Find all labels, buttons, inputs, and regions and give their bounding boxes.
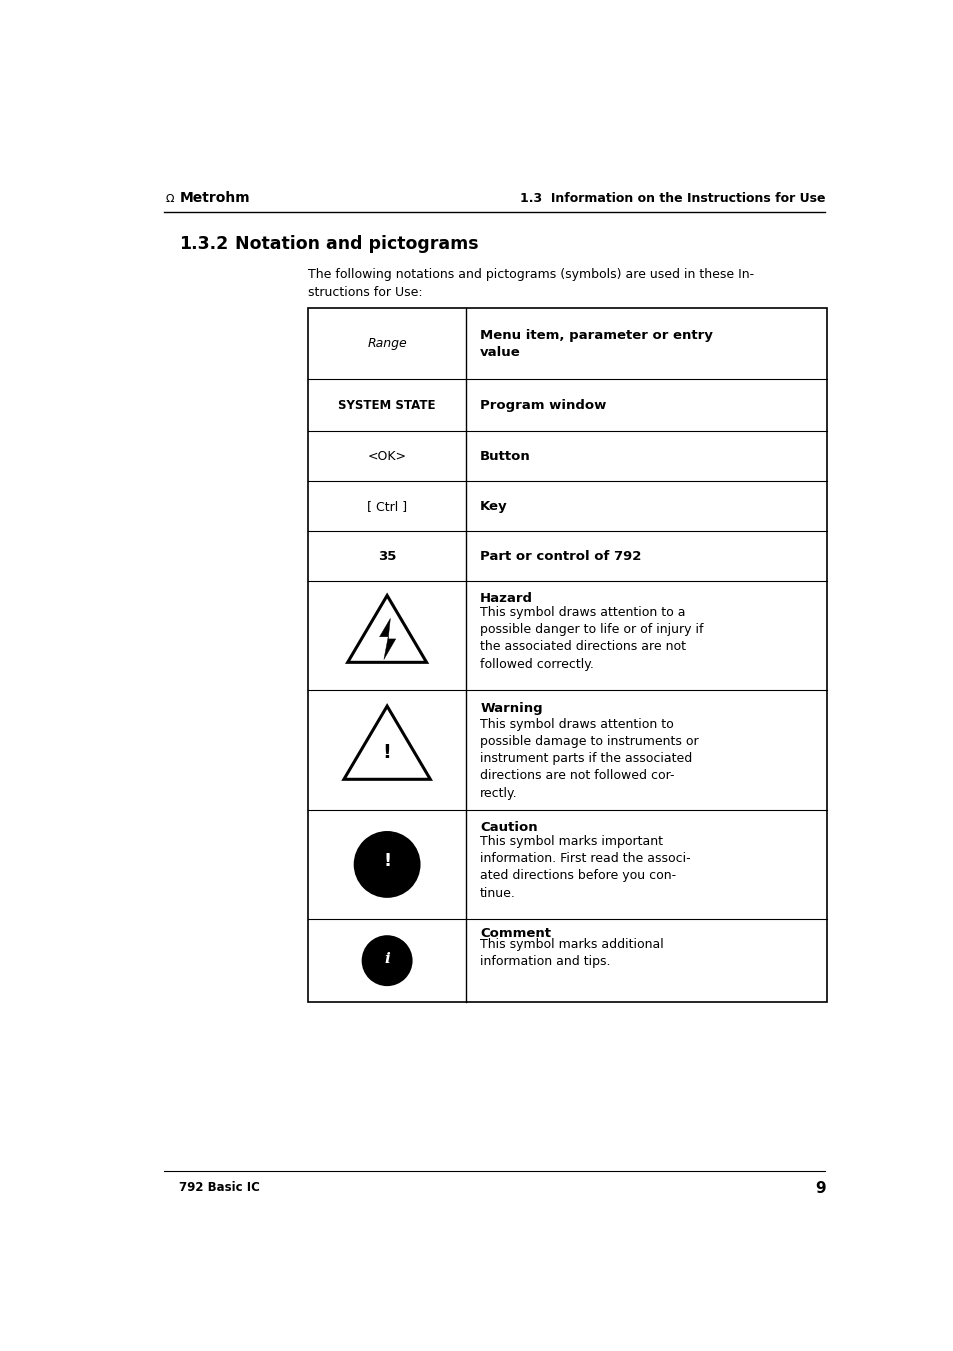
Text: This symbol draws attention to
possible damage to instruments or
instrument part: This symbol draws attention to possible … xyxy=(479,717,698,800)
Text: Hazard: Hazard xyxy=(479,592,533,605)
Circle shape xyxy=(361,935,412,986)
Text: Range: Range xyxy=(367,338,407,350)
Text: Menu item, parameter or entry
value: Menu item, parameter or entry value xyxy=(479,328,712,359)
Text: 1.3  Information on the Instructions for Use: 1.3 Information on the Instructions for … xyxy=(519,192,824,205)
Text: <OK>: <OK> xyxy=(367,450,406,462)
Text: Metrohm: Metrohm xyxy=(179,190,250,205)
Circle shape xyxy=(354,831,420,898)
Polygon shape xyxy=(379,619,395,659)
Text: Ω: Ω xyxy=(166,195,173,204)
Text: Comment: Comment xyxy=(479,927,551,940)
Text: This symbol marks important
information. First read the associ-
ated directions : This symbol marks important information.… xyxy=(479,835,690,900)
Text: !: ! xyxy=(383,852,391,870)
Text: Warning: Warning xyxy=(479,703,542,715)
Text: This symbol marks additional
information and tips.: This symbol marks additional information… xyxy=(479,938,663,969)
Text: 1.3.2: 1.3.2 xyxy=(179,235,229,253)
Text: Button: Button xyxy=(479,450,530,462)
Text: Part or control of 792: Part or control of 792 xyxy=(479,550,640,562)
Text: Key: Key xyxy=(479,500,507,512)
Text: !: ! xyxy=(382,743,391,762)
Text: Program window: Program window xyxy=(479,399,606,412)
Bar xyxy=(308,308,826,1002)
Text: 792 Basic IC: 792 Basic IC xyxy=(179,1181,260,1194)
Text: i: i xyxy=(384,952,390,966)
Text: The following notations and pictograms (symbols) are used in these In-
struction: The following notations and pictograms (… xyxy=(308,269,753,300)
Text: SYSTEM STATE: SYSTEM STATE xyxy=(338,399,436,412)
Text: Caution: Caution xyxy=(479,821,537,834)
Text: [ Ctrl ]: [ Ctrl ] xyxy=(367,500,407,512)
Text: Notation and pictograms: Notation and pictograms xyxy=(234,235,478,253)
Text: 9: 9 xyxy=(814,1181,824,1196)
Text: 35: 35 xyxy=(377,550,395,562)
Text: This symbol draws attention to a
possible danger to life or of injury if
the ass: This symbol draws attention to a possibl… xyxy=(479,607,703,670)
